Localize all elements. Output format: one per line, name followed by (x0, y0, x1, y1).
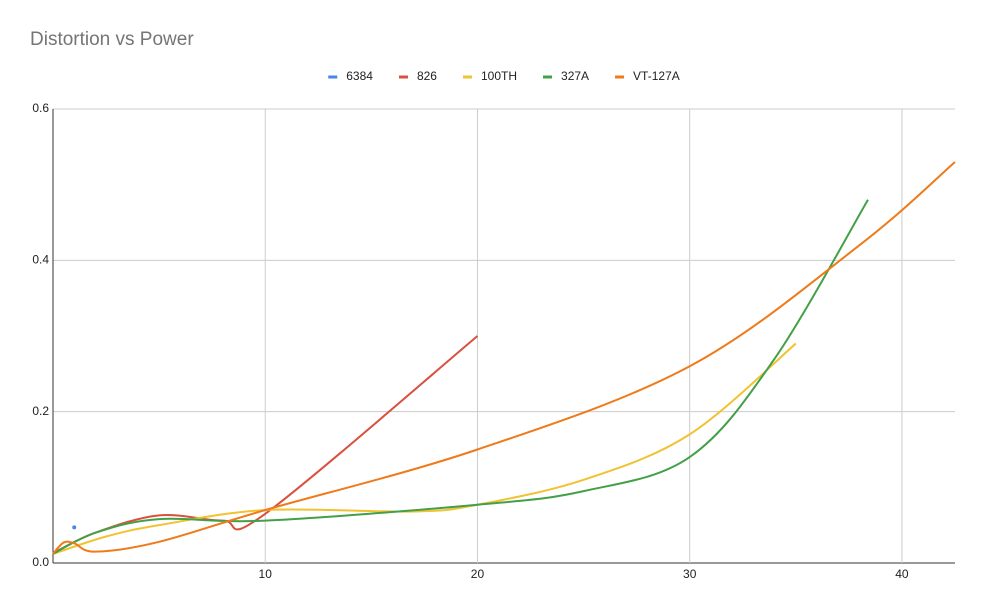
x-tick-label: 10 (259, 567, 273, 581)
y-tick-label: 0.4 (32, 253, 49, 267)
x-tick-label: 30 (683, 567, 697, 581)
legend-label: 327A (561, 69, 589, 83)
data-point (72, 525, 77, 530)
legend-label: 6384 (346, 69, 373, 83)
x-tick-label: 40 (895, 567, 909, 581)
y-tick-label: 0.6 (32, 101, 49, 115)
legend-label: 826 (417, 69, 437, 83)
chart-title: Distortion vs Power (30, 29, 194, 50)
x-tick-label: 20 (471, 567, 485, 581)
series-line (52, 199, 869, 555)
y-tick-label: 0.0 (32, 555, 49, 569)
legend: 6384 826 100TH 327A VT-127A (328, 69, 680, 83)
legend-label: 100TH (481, 69, 517, 83)
series-line (52, 342, 797, 555)
series-line (52, 161, 956, 555)
legend-label: VT-127A (633, 69, 680, 83)
y-tick-label: 0.2 (32, 404, 49, 418)
